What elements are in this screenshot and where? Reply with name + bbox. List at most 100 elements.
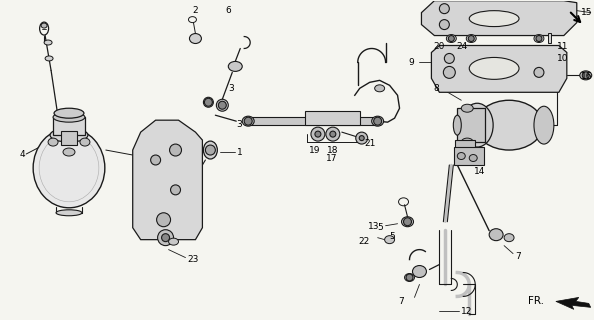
Circle shape (534, 68, 544, 77)
Circle shape (440, 4, 449, 14)
Ellipse shape (385, 236, 394, 244)
Ellipse shape (44, 40, 52, 45)
Text: 3: 3 (229, 84, 234, 93)
Circle shape (406, 274, 413, 281)
Circle shape (311, 127, 325, 141)
Circle shape (359, 136, 364, 140)
Ellipse shape (375, 85, 385, 92)
Text: 2: 2 (192, 6, 198, 15)
Polygon shape (422, 1, 577, 36)
Text: 12: 12 (462, 307, 473, 316)
Circle shape (162, 234, 169, 242)
Text: 22: 22 (358, 237, 369, 246)
Text: 21: 21 (365, 139, 376, 148)
Text: 18: 18 (327, 146, 339, 155)
Bar (548, 33, 551, 43)
Circle shape (448, 36, 454, 42)
Ellipse shape (453, 115, 462, 135)
Ellipse shape (534, 106, 554, 144)
Text: 10: 10 (557, 54, 568, 63)
Text: 3: 3 (236, 120, 242, 129)
Circle shape (330, 131, 336, 137)
Circle shape (157, 230, 173, 246)
Circle shape (582, 72, 589, 79)
Circle shape (443, 67, 456, 78)
Circle shape (444, 53, 454, 63)
Ellipse shape (446, 35, 456, 43)
Text: 14: 14 (474, 167, 486, 176)
Circle shape (553, 59, 561, 67)
Ellipse shape (48, 138, 58, 146)
Text: 7: 7 (399, 297, 405, 306)
Bar (456, 140, 475, 152)
Polygon shape (556, 297, 590, 309)
Circle shape (315, 131, 321, 137)
Text: 16: 16 (581, 72, 593, 81)
Circle shape (157, 213, 170, 227)
Circle shape (170, 185, 181, 195)
Ellipse shape (405, 274, 415, 282)
Polygon shape (431, 45, 567, 92)
Text: 5: 5 (390, 232, 396, 241)
Ellipse shape (189, 34, 201, 44)
Circle shape (403, 218, 412, 226)
Ellipse shape (580, 71, 592, 80)
Ellipse shape (41, 23, 47, 28)
Ellipse shape (504, 234, 514, 242)
Polygon shape (132, 120, 203, 240)
Text: 15: 15 (581, 8, 593, 17)
Ellipse shape (402, 217, 413, 227)
Ellipse shape (45, 56, 53, 61)
Text: 4: 4 (19, 149, 25, 158)
Ellipse shape (462, 104, 473, 112)
Ellipse shape (80, 138, 90, 146)
Ellipse shape (469, 58, 519, 79)
Circle shape (440, 20, 449, 29)
Ellipse shape (462, 103, 493, 147)
Text: 11: 11 (557, 42, 568, 51)
Text: 1: 1 (237, 148, 243, 156)
Text: 23: 23 (188, 255, 199, 264)
Ellipse shape (462, 138, 473, 146)
Circle shape (536, 36, 542, 42)
Circle shape (374, 117, 381, 125)
Circle shape (356, 132, 368, 144)
Text: 5: 5 (378, 223, 383, 232)
Text: 8: 8 (434, 84, 440, 93)
Ellipse shape (228, 61, 242, 71)
Ellipse shape (63, 148, 75, 156)
Ellipse shape (534, 35, 544, 43)
Text: 6: 6 (226, 6, 231, 15)
Ellipse shape (54, 108, 84, 118)
Ellipse shape (242, 116, 254, 126)
Bar (305, 111, 360, 125)
Ellipse shape (203, 97, 213, 107)
Bar (61, 131, 77, 145)
Circle shape (204, 98, 213, 106)
Text: 20: 20 (434, 42, 445, 51)
Circle shape (206, 145, 216, 155)
Ellipse shape (169, 238, 179, 245)
Circle shape (219, 101, 226, 109)
Circle shape (169, 144, 182, 156)
Bar (248, 117, 378, 125)
Circle shape (326, 127, 340, 141)
Circle shape (151, 155, 160, 165)
Ellipse shape (53, 112, 85, 122)
Text: 13: 13 (368, 222, 380, 231)
Ellipse shape (33, 128, 105, 208)
Ellipse shape (489, 229, 503, 241)
Ellipse shape (469, 11, 519, 27)
Bar (457, 108, 485, 142)
Text: 9: 9 (409, 58, 415, 67)
Ellipse shape (466, 35, 476, 43)
Text: 17: 17 (326, 154, 337, 163)
Ellipse shape (203, 141, 217, 159)
Bar (454, 147, 484, 165)
Text: 24: 24 (457, 42, 468, 51)
Text: 19: 19 (309, 146, 321, 155)
Ellipse shape (457, 153, 465, 159)
Ellipse shape (372, 116, 384, 126)
Ellipse shape (216, 99, 228, 111)
Text: 7: 7 (515, 252, 521, 261)
